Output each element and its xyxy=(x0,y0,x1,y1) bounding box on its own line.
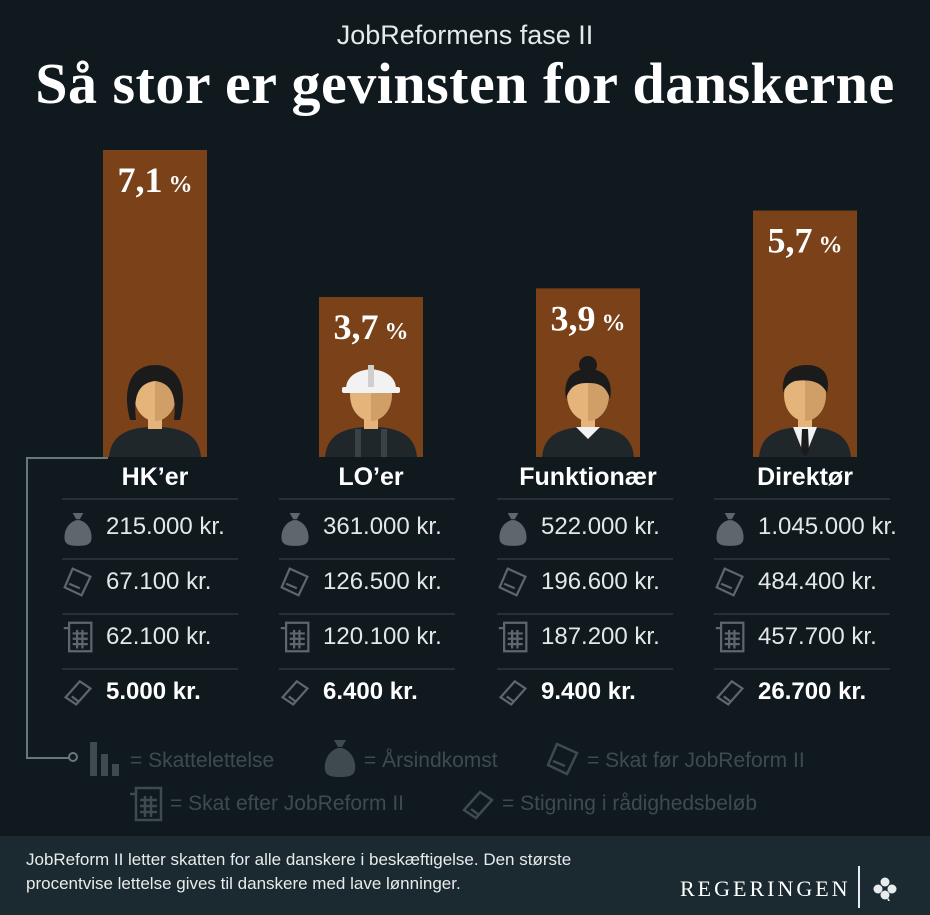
calculator-icon xyxy=(130,786,163,822)
tag-icon xyxy=(62,676,94,713)
tax-slip-icon xyxy=(62,566,94,603)
category-label-funktionaer: Funktionær xyxy=(519,463,657,491)
row-divider xyxy=(279,498,455,500)
legend-label-stigning: = Stigning i rådighedsbeløb xyxy=(502,792,758,815)
row-divider xyxy=(62,558,238,560)
table-cell-value: 196.600 kr. xyxy=(541,568,660,595)
calculator-icon xyxy=(497,621,529,658)
row-divider xyxy=(497,668,673,670)
table-cell-value: 67.100 kr. xyxy=(106,568,212,595)
tag-icon xyxy=(714,676,746,713)
bar-value-label: 3,7% xyxy=(334,307,409,347)
row-divider xyxy=(714,668,890,670)
row-divider xyxy=(714,498,890,500)
category-label-direktoer: Direktør xyxy=(757,463,853,491)
footer-text: JobReform II letter skatten for alle dan… xyxy=(26,850,572,893)
tax-slip-icon xyxy=(279,566,311,603)
row-divider xyxy=(279,613,455,615)
row-divider xyxy=(62,498,238,500)
tag-icon xyxy=(279,676,311,713)
tag-icon xyxy=(497,676,529,713)
bar-value-label: 5,7% xyxy=(768,221,843,261)
subtitle: JobReformens fase II xyxy=(336,20,594,50)
tax-slip-icon xyxy=(546,742,579,776)
money-bag-icon xyxy=(62,511,94,552)
row-divider xyxy=(497,558,673,560)
money-bag-icon xyxy=(497,511,529,552)
legend-label-skat-efter: = Skat efter JobReform II xyxy=(170,792,405,815)
row-divider xyxy=(62,668,238,670)
table-cell-value: 457.700 kr. xyxy=(758,623,877,650)
table-cell-value: 6.400 kr. xyxy=(323,678,418,705)
person-hk-icon xyxy=(109,365,201,457)
connector-vertical xyxy=(26,457,28,759)
brand-divider xyxy=(858,866,860,908)
table-cell-value: 62.100 kr. xyxy=(106,623,212,650)
person-officeworker-icon xyxy=(542,356,634,457)
money-bag-icon xyxy=(714,511,746,552)
connector-top xyxy=(26,457,108,459)
table-cell-value: 187.200 kr. xyxy=(541,623,660,650)
legend-label-aarsindkomst: = Årsindkomst xyxy=(364,749,498,772)
row-divider xyxy=(714,613,890,615)
person-worker-helmet-icon xyxy=(325,365,417,457)
connector-dot xyxy=(68,752,78,762)
row-divider xyxy=(497,498,673,500)
table-cell-value: 361.000 kr. xyxy=(323,513,442,540)
bars-icon xyxy=(90,742,119,776)
tag-icon xyxy=(462,790,494,820)
table-cell-value: 120.100 kr. xyxy=(323,623,442,650)
table-cell-value: 9.400 kr. xyxy=(541,678,636,705)
calculator-icon xyxy=(279,621,311,658)
clover-logo-icon xyxy=(873,877,897,901)
tax-slip-icon xyxy=(714,566,746,603)
brand-wordmark: REGERINGEN xyxy=(680,876,851,901)
money-bag-icon xyxy=(279,511,311,552)
row-divider xyxy=(714,558,890,560)
connector-bottom xyxy=(26,757,70,759)
table-cell-value: 126.500 kr. xyxy=(323,568,442,595)
calculator-icon xyxy=(62,621,94,658)
person-director-icon xyxy=(759,365,851,457)
category-label-lo: LO’er xyxy=(338,463,404,491)
category-label-hk: HK’er xyxy=(121,463,189,491)
row-divider xyxy=(497,613,673,615)
row-divider xyxy=(62,613,238,615)
tax-slip-icon xyxy=(497,566,529,603)
money-bag-icon xyxy=(324,740,356,777)
row-divider xyxy=(279,558,455,560)
footer: JobReform II letter skatten for alle dan… xyxy=(0,836,930,915)
legend-label-skattelettelse: = Skattelettelse xyxy=(130,749,275,772)
calculator-icon xyxy=(714,621,746,658)
table-cell-value: 215.000 kr. xyxy=(106,513,225,540)
bar-value-label: 3,9% xyxy=(551,298,626,338)
bar-value-label: 7,1% xyxy=(118,160,193,200)
table-cell-value: 522.000 kr. xyxy=(541,513,660,540)
page-title: Så stor er gevinsten for danskerne xyxy=(35,51,895,116)
legend-label-skat-foer: = Skat før JobReform II xyxy=(587,749,805,772)
table-cell-value: 484.400 kr. xyxy=(758,568,877,595)
table-cell-value: 1.045.000 kr. xyxy=(758,513,897,540)
bar-chart: 7,1 % 3,7% 3,9 % 5,7% xyxy=(103,150,857,457)
table-cell-value: 5.000 kr. xyxy=(106,678,201,705)
row-divider xyxy=(279,668,455,670)
table-cell-value: 26.700 kr. xyxy=(758,678,867,705)
